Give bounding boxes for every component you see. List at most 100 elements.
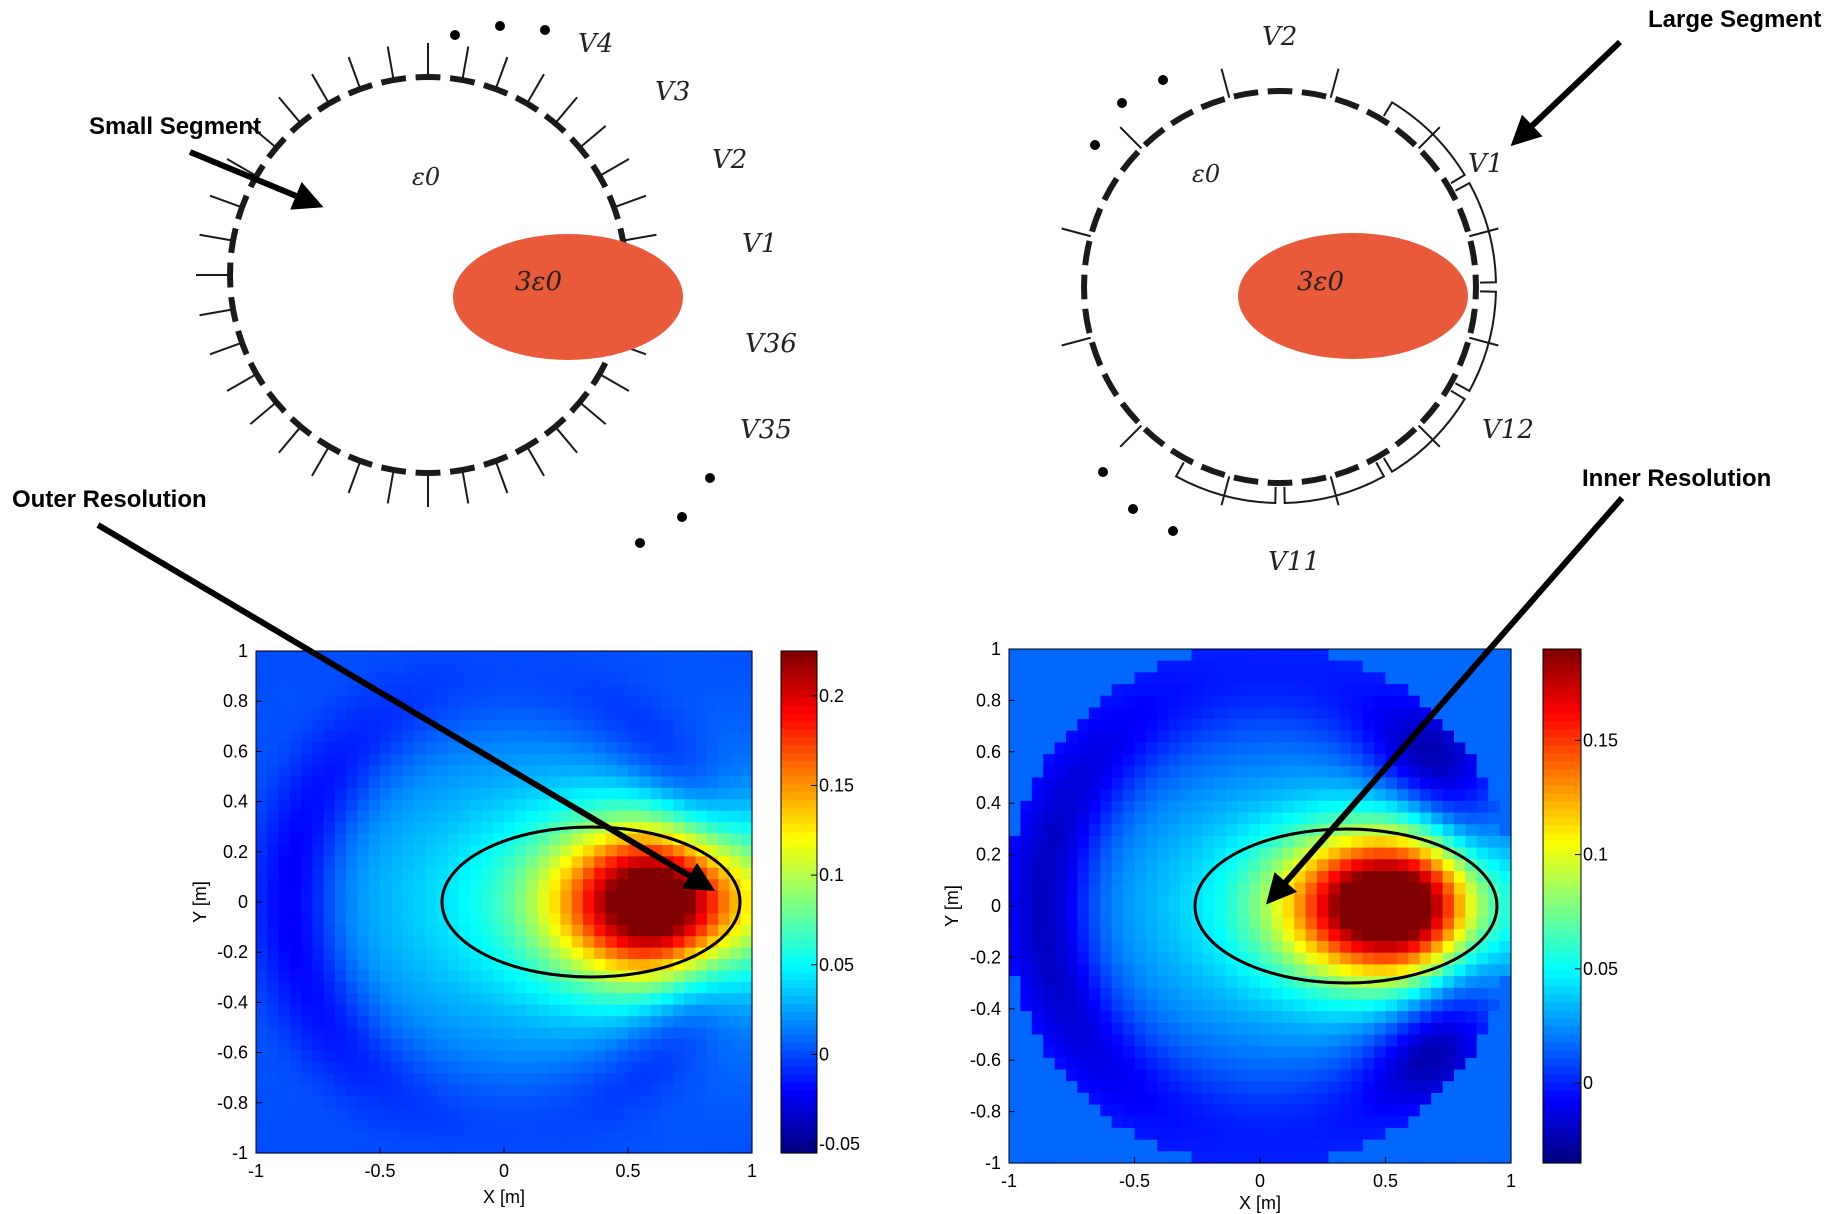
heatmap-cell: [537, 776, 550, 789]
heatmap-cell: [628, 1141, 640, 1154]
heatmap-cell: [1305, 684, 1318, 697]
heatmap-cell: [1237, 1046, 1250, 1059]
heatmap-cell: [605, 787, 618, 800]
heatmap-cell: [695, 1073, 708, 1086]
heatmap-cell: [1145, 800, 1158, 814]
heatmap-cell: [289, 673, 302, 686]
heatmap-cell: [481, 902, 494, 915]
heatmap-cell: [1408, 707, 1421, 720]
heatmap-cell: [718, 993, 731, 1006]
heatmap-cell: [380, 787, 392, 800]
heatmap-cell: [673, 708, 685, 721]
heatmap-cell: [1271, 1046, 1284, 1059]
colorbar-swatch: [1543, 777, 1581, 787]
heatmap-cell: [1145, 672, 1158, 685]
heatmap-cell: [289, 696, 302, 709]
heatmap-cell: [436, 981, 449, 994]
heatmap-cell: [1396, 1022, 1409, 1036]
colorbar-swatch: [1543, 914, 1581, 923]
heatmap-cell: [1419, 870, 1432, 884]
heatmap-cell: [267, 1107, 280, 1120]
heatmap-cell: [1248, 765, 1261, 779]
heatmap-cell: [1442, 906, 1455, 919]
heatmap-cell: [1168, 894, 1181, 907]
heatmap-cell: [267, 742, 280, 755]
heatmap-cell: [628, 730, 640, 743]
heatmap-cell: [1157, 1069, 1170, 1082]
heatmap-cell: [650, 879, 663, 892]
heatmap-cell: [1180, 1069, 1193, 1082]
heatmap-cell: [1157, 777, 1170, 790]
heatmap-cell: [1100, 1069, 1113, 1082]
heatmap-cell: [346, 810, 359, 823]
heatmap-cell: [605, 1130, 618, 1143]
heatmap-cell: [1214, 672, 1227, 685]
heatmap-cell: [391, 844, 404, 857]
heatmap-cell: [1339, 672, 1352, 685]
heatmap-cell: [1043, 1011, 1056, 1024]
heatmap-cell: [684, 696, 697, 709]
heatmap-cell: [537, 970, 550, 983]
heatmap-cell: [1317, 1116, 1330, 1129]
heatmap-cell: [1168, 1127, 1181, 1141]
heatmap-cell: [1180, 1104, 1193, 1117]
heatmap-cell: [492, 947, 505, 960]
heatmap-cell: [1031, 1151, 1044, 1164]
heatmap-cell: [1111, 987, 1124, 1001]
heatmap-cell: [481, 742, 494, 755]
heatmap-cell: [1396, 719, 1409, 732]
heatmap-cell: [1431, 1092, 1444, 1106]
heatmap-cell: [1305, 1034, 1318, 1047]
heatmap-cell: [1214, 835, 1227, 849]
heatmap-cell: [346, 1095, 359, 1108]
right-inclusion-ellipse: [1238, 233, 1468, 359]
electrode-lead: [494, 56, 509, 90]
heatmap-cell: [458, 981, 471, 994]
heatmap-cell: [413, 970, 426, 983]
heatmap-cell: [650, 651, 663, 664]
heatmap-cell: [425, 913, 437, 926]
heatmap-cell: [1214, 812, 1227, 825]
heatmap-cell: [1260, 952, 1273, 966]
colorbar-swatch: [1543, 1130, 1581, 1140]
heatmap-cell: [1317, 742, 1330, 755]
heatmap-cell: [289, 936, 302, 949]
heatmap-cell: [515, 776, 528, 789]
heatmap-cell: [605, 1027, 618, 1040]
heatmap-cell: [301, 685, 313, 698]
heatmap-cell: [256, 1118, 268, 1131]
heatmap-cell: [289, 867, 302, 880]
heatmap-cell: [594, 696, 607, 709]
heatmap-cell: [1305, 1081, 1318, 1094]
right-dot: [1168, 526, 1178, 536]
heatmap-cell: [1237, 964, 1250, 977]
heatmap-cell: [1385, 870, 1398, 884]
heatmap-cell: [1431, 894, 1444, 907]
heatmap-cell: [1282, 812, 1295, 825]
heatmap-cell: [1374, 859, 1387, 872]
colorbar-swatch: [781, 1137, 817, 1146]
heatmap-cell: [368, 799, 381, 812]
heatmap-cell: [1145, 882, 1158, 895]
heatmap-cell: [684, 799, 697, 812]
heatmap-cell: [1077, 777, 1090, 790]
heatmap-cell: [1488, 835, 1501, 849]
heatmap-cell: [1123, 754, 1136, 767]
heatmap-cell: [346, 924, 359, 937]
heatmap-cell: [1476, 1046, 1489, 1059]
heatmap-cell: [436, 924, 449, 937]
heatmap-cell: [458, 708, 471, 721]
heatmap-cell: [1225, 929, 1238, 942]
heatmap-cell: [1202, 870, 1215, 884]
heatmap-cell: [1294, 882, 1307, 895]
heatmap-cell: [616, 993, 629, 1006]
colorbar-swatch: [781, 1129, 817, 1138]
heatmap-cell: [560, 913, 573, 926]
heatmap-cell: [312, 662, 325, 675]
ring-segment: [235, 194, 250, 220]
heatmap-cell: [1043, 859, 1056, 872]
right-dot: [1158, 75, 1168, 85]
heatmap-cell: [1043, 882, 1056, 895]
heatmap-cell: [1271, 649, 1284, 662]
heatmap-cell: [346, 1038, 359, 1051]
